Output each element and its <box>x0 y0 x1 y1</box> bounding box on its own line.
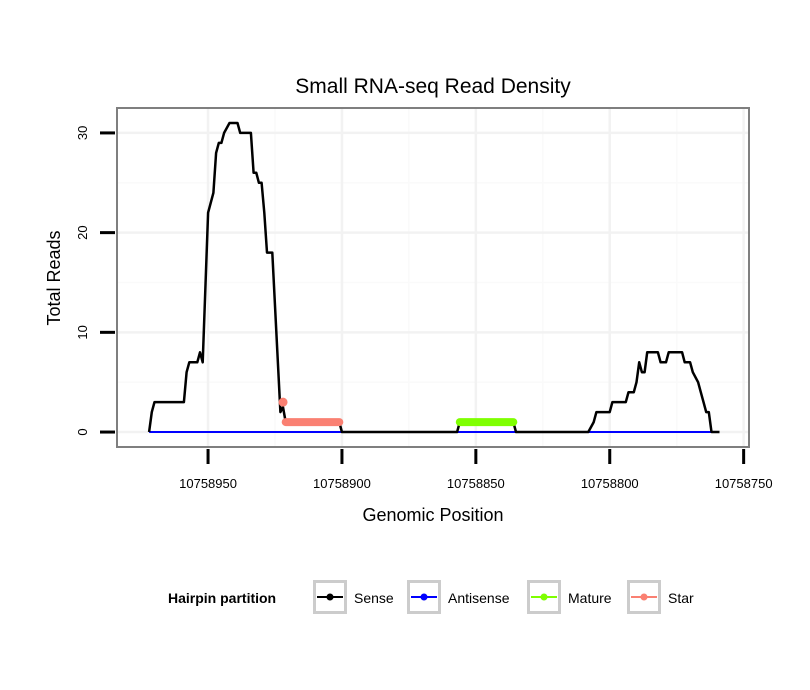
legend-key-point-sense <box>326 593 334 601</box>
legend: Hairpin partition Sense Antisense Mature St… <box>168 580 694 614</box>
y-tick-label: 20 <box>75 225 90 239</box>
plot-panel-border <box>116 107 750 448</box>
legend-label-mature: Mature <box>568 590 612 606</box>
legend-title: Hairpin partition <box>168 590 276 606</box>
x-tick-label: 10758900 <box>313 476 371 491</box>
legend-label-sense: Sense <box>354 590 394 606</box>
chart-title: Small RNA-seq Read Density <box>295 75 571 98</box>
series-layer <box>147 121 720 434</box>
x-axis-label: Genomic Position <box>362 505 503 525</box>
y-axis-label: Total Reads <box>44 230 64 325</box>
legend-label-star: Star <box>668 590 694 606</box>
legend-key-point-antisense <box>420 593 428 601</box>
legend-key-point-star <box>640 593 648 601</box>
legend-label-antisense: Antisense <box>448 590 510 606</box>
x-tick-label: 10758750 <box>715 476 773 491</box>
grid <box>117 108 749 447</box>
y-tick-label: 10 <box>75 325 90 339</box>
x-tick-label: 10758850 <box>447 476 505 491</box>
y-tick-label: 30 <box>75 126 90 140</box>
y-tick-label: 0 <box>75 428 90 435</box>
series-point-star <box>278 397 288 407</box>
x-tick-label: 10758800 <box>581 476 639 491</box>
plot-background <box>117 108 749 447</box>
series-line-sense <box>147 121 720 434</box>
x-tick-label: 10758950 <box>179 476 237 491</box>
axes: 10758950 10758900 10758850 10758800 10758750… <box>75 126 773 491</box>
legend-key-point-mature <box>540 593 548 601</box>
